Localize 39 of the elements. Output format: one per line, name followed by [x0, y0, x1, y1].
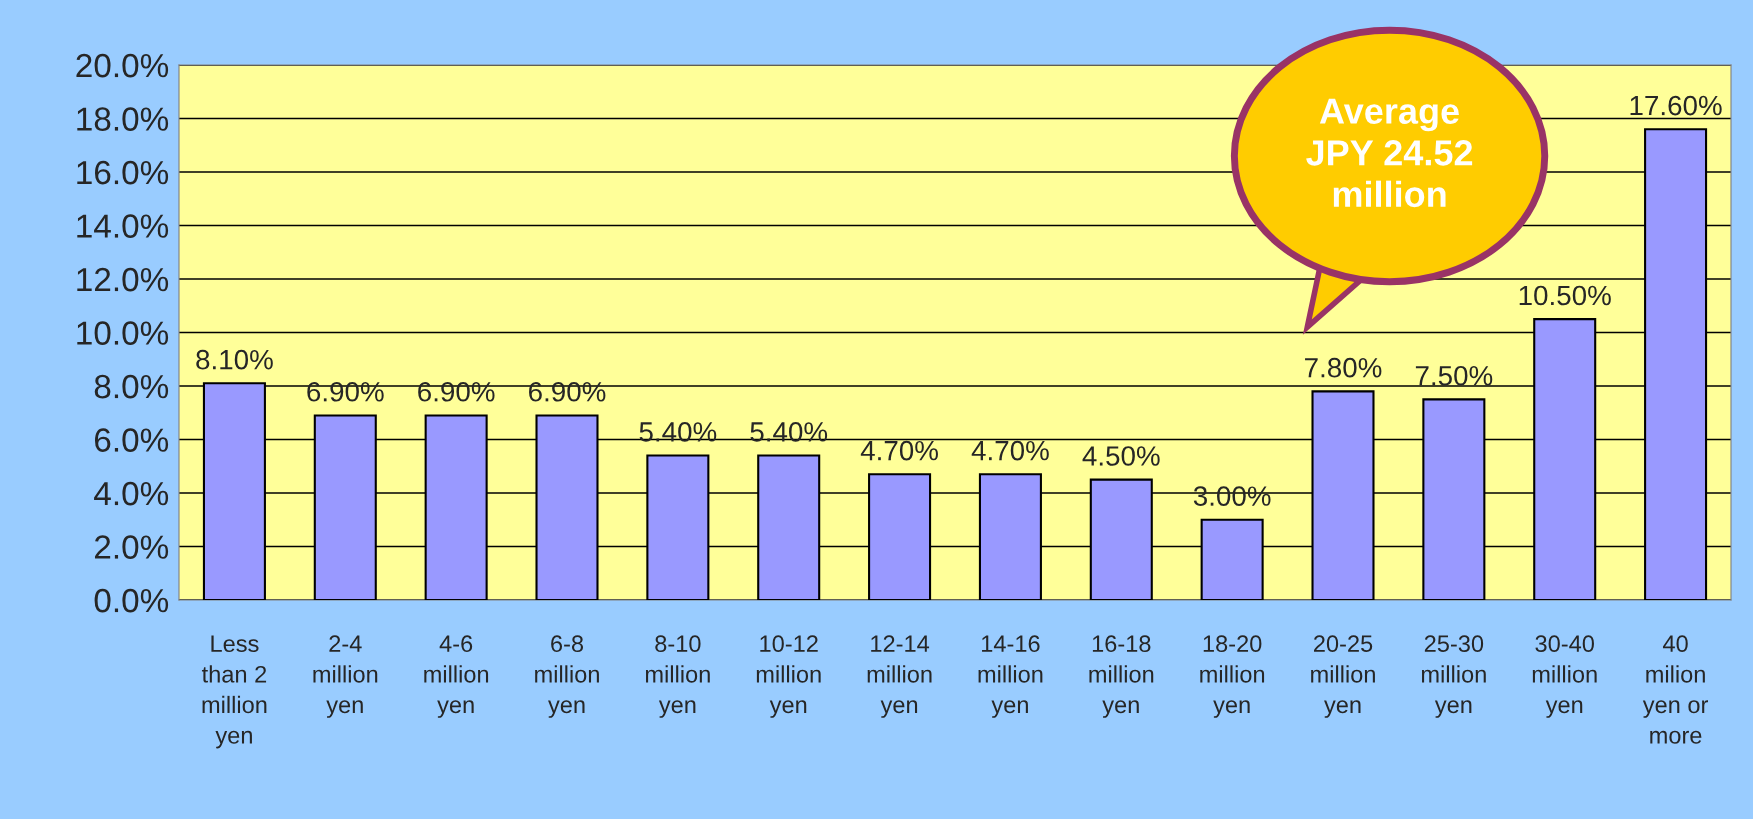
data-label: 10.50%	[1519, 285, 1611, 306]
x-tick-label: 20-25 million yen	[1311, 635, 1375, 718]
data-label: 4.70%	[971, 440, 1049, 461]
x-tick-label: Less than 2 million yen	[201, 635, 267, 749]
y-tick-label: 20.0%	[76, 53, 169, 78]
x-tick-label: 16-18 million yen	[1089, 635, 1154, 718]
data-label: 6.90%	[529, 381, 606, 402]
x-tick-label: 6-8 million yen	[535, 635, 599, 718]
y-tick-label: 10.0%	[77, 321, 169, 345]
y-tick-label: 2.0%	[94, 535, 169, 559]
y-tick-label: 12.0%	[77, 267, 169, 292]
data-label: 8.10%	[196, 349, 273, 370]
data-label: 17.60%	[1630, 95, 1722, 116]
x-tick-label: 12-14 million yen	[867, 635, 932, 718]
data-label: 5.40%	[750, 422, 828, 442]
x-tick-label: 8-10 million yen	[645, 635, 710, 718]
x-tick-label: 2-4 million yen	[313, 635, 378, 718]
x-tick-label: 18-20 million yen	[1200, 635, 1265, 718]
y-tick-label: 8.0%	[94, 374, 169, 399]
y-tick-label: 16.0%	[77, 160, 169, 185]
x-tick-label: 40 milion yen or more	[1642, 635, 1708, 744]
data-label: 7.50%	[1415, 365, 1493, 386]
y-tick-label: 0.0%	[94, 588, 169, 613]
annotation: Average JPY 24.52 million	[1306, 98, 1473, 208]
y-tick-label: 4.0%	[94, 481, 169, 506]
data-label: 7.80%	[1305, 357, 1382, 378]
y-tick-label: 14.0%	[77, 214, 169, 238]
x-tick-label: 14-16 million yen	[978, 635, 1043, 718]
x-tick-label: 25-30 million yen	[1421, 635, 1486, 718]
y-tick-label: 6.0%	[95, 428, 169, 452]
y-tick-label: 18.0%	[77, 107, 169, 131]
data-label: 4.50%	[1082, 446, 1160, 466]
data-label: 5.40%	[639, 422, 717, 442]
x-tick-label: 30-40 million yen	[1532, 635, 1597, 718]
data-label: 6.90%	[418, 381, 495, 402]
data-label: 6.90%	[307, 381, 384, 402]
x-tick-label: 10-12 million yen	[756, 635, 821, 718]
data-label: 4.70%	[860, 440, 938, 461]
x-tick-label: 4-6 million yen	[424, 635, 489, 718]
